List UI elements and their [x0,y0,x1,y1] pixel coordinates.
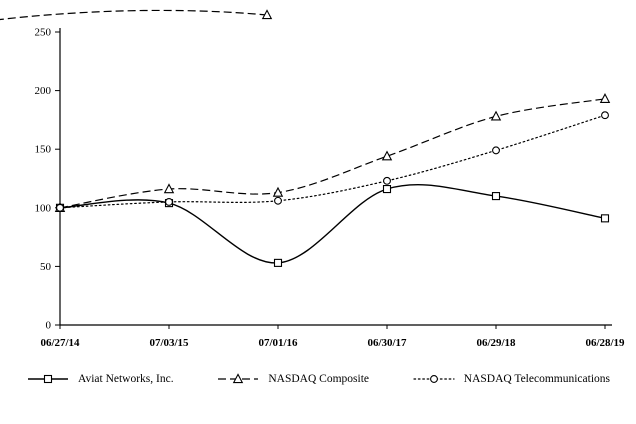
series-line [59,184,606,264]
series-1 [54,93,611,212]
triangle-marker-icon [261,9,273,20]
triangle-marker-icon [599,93,611,103]
square-marker-icon [43,374,53,384]
legend-label-nasdaq-telecommunications: NASDAQ Telecommunications [463,373,610,385]
triangle-marker-icon [381,150,393,161]
legend-label-aviat-networks: Aviat Networks, Inc. [78,373,174,385]
x-tick-label: 06/28/19 [585,337,625,349]
legend-sample-dashed-triangle-icon [218,373,259,384]
legend-item-nasdaq-telecommunications: NASDAQ Telecommunications [412,372,610,386]
x-tick-label: 07/03/15 [149,337,189,349]
circle-marker-icon [492,146,500,155]
x-tick-label: 06/27/14 [40,337,80,349]
triangle-marker-icon [233,373,244,384]
y-tick-label: 0 [46,320,52,332]
x-tick-label: 06/30/17 [367,337,407,349]
clipped-curve-fragment [0,9,268,21]
series-0 [55,184,610,267]
legend-sample-solid-square-icon [28,374,68,384]
circle-marker-icon [383,176,391,185]
legend-sample-dotted-circle-icon [413,375,455,383]
circle-marker-icon [56,203,64,212]
legend-item-aviat-networks: Aviat Networks, Inc. [26,372,174,386]
triangle-marker-icon [490,110,502,121]
square-marker-icon [491,192,501,201]
triangle-marker-icon [163,183,175,194]
square-marker-icon [382,184,392,194]
series-line [59,114,606,209]
circle-marker-icon [601,111,609,120]
triangle-marker-icon [272,186,284,197]
y-tick-label: 250 [35,27,52,39]
legend-item-nasdaq-composite: NASDAQ Composite [216,372,369,386]
x-tick-label: 06/29/18 [476,337,516,349]
circle-marker-icon [274,196,282,205]
x-tick-label: 07/01/16 [258,337,298,349]
y-tick-label: 100 [35,202,52,214]
y-tick-label: 200 [35,85,52,97]
square-marker-icon [273,258,283,267]
performance-line-chart: 0 50 100 150 200 250 06/27/14 07/03/15 07/01/16 0… [0,9,625,349]
chart-legend: Aviat Networks, Inc. NASDAQ Composite NA… [0,372,636,386]
y-tick-label: 50 [40,261,52,273]
circle-marker-icon [165,197,173,206]
y-tick-label: 150 [35,144,52,156]
series-2 [56,111,609,212]
circle-marker-icon [429,375,438,383]
legend-label-nasdaq-composite: NASDAQ Composite [268,373,369,385]
series-line [59,98,606,209]
square-marker-icon [600,214,610,223]
